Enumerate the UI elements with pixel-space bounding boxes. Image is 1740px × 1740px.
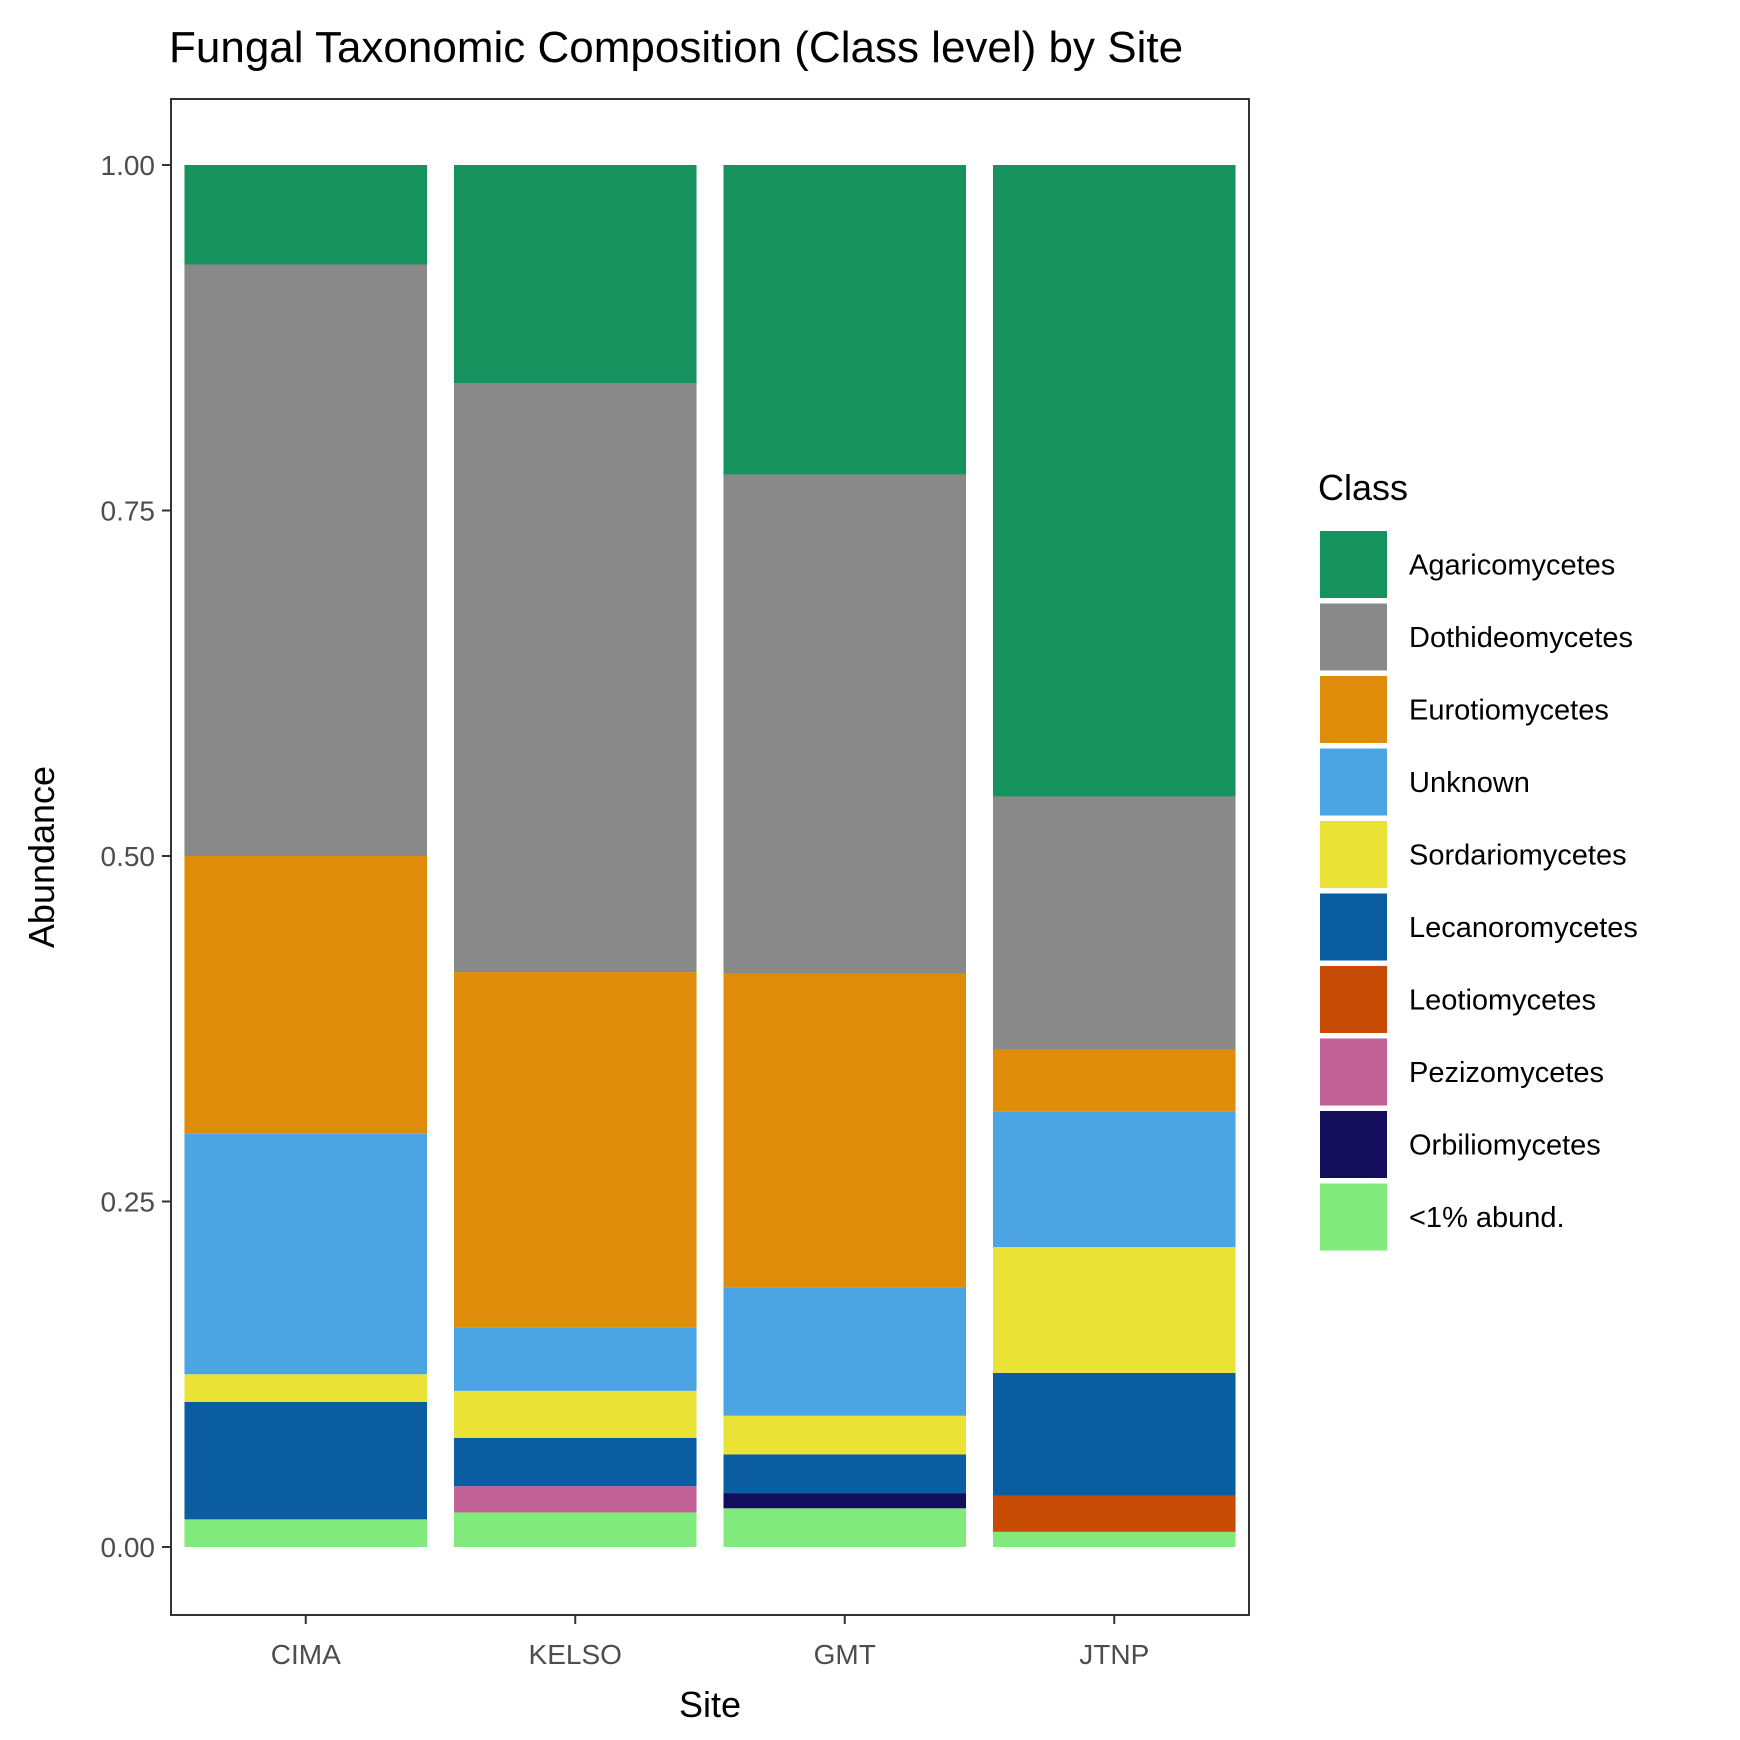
bar-segment-kelso-unknown — [453, 1327, 697, 1391]
bar-segment-gmt-orbiliomycetes — [723, 1493, 967, 1509]
legend-label: Leotiomycetes — [1409, 985, 1596, 1017]
chart-title: Fungal Taxonomic Composition (Class leve… — [169, 23, 1183, 72]
x-tick-label: JTNP — [1079, 1639, 1149, 1670]
y-tick-label: 0.00 — [101, 1532, 156, 1563]
bar-segment-cima-sordariomycetes — [184, 1374, 428, 1402]
legend-label: Eurotiomycetes — [1409, 695, 1609, 727]
legend-label: Lecanoromycetes — [1409, 912, 1638, 944]
bar-segment-kelso-dothideomycetes — [453, 383, 697, 973]
bar-segment-gmt-eurotiomycetes — [723, 973, 967, 1288]
bar-segment-jtnp-dothideomycetes — [992, 796, 1236, 1050]
x-axis-title: Site — [679, 1684, 741, 1725]
y-axis-title: Abundance — [21, 766, 62, 948]
bar-segment-gmt-sordariomycetes — [723, 1415, 967, 1455]
bar-segment-cima-unknown — [184, 1133, 428, 1375]
legend-key-unknown — [1320, 748, 1387, 816]
legend-key-eurotiomycetes — [1320, 676, 1387, 743]
bar-segment-jtnp-eurotiomycetes — [992, 1049, 1236, 1112]
bar-segment-kelso-1-abund — [453, 1512, 697, 1547]
bar-segment-kelso-lecanoromycetes — [453, 1437, 697, 1487]
legend-label: Sordariomycetes — [1409, 840, 1627, 872]
legend-key-agaricomycetes — [1320, 531, 1387, 598]
x-tick-label: KELSO — [529, 1639, 622, 1670]
legend-label: Unknown — [1409, 767, 1530, 799]
y-tick-label: 0.75 — [101, 496, 156, 527]
bar-segment-kelso-pezizomycetes — [453, 1486, 697, 1513]
legend-label: Agaricomycetes — [1409, 550, 1615, 582]
legend-key-sordariomycetes — [1320, 821, 1387, 888]
bar-segment-cima-agaricomycetes — [184, 165, 428, 265]
legend: Class Agaricomycetes Dothideomycetes Eurot… — [1318, 467, 1638, 1251]
legend-key-dothideomycetes — [1320, 603, 1387, 671]
y-axis: 0.00 0.25 0.50 0.75 1.00 — [101, 150, 171, 1563]
bar-segment-jtnp-sordariomycetes — [992, 1247, 1236, 1373]
bar-segment-kelso-eurotiomycetes — [453, 972, 697, 1328]
bar-segment-gmt-agaricomycetes — [723, 165, 967, 475]
legend-label: <1% abund. — [1409, 1202, 1565, 1234]
bar-segment-gmt-1-abund — [723, 1508, 967, 1547]
bar-segment-kelso-agaricomycetes — [453, 165, 697, 384]
x-axis: CIMA KELSO GMT JTNP — [271, 1615, 1149, 1670]
bar-segment-jtnp-lecanoromycetes — [992, 1372, 1236, 1496]
y-tick-label: 1.00 — [101, 150, 156, 181]
bar-segment-kelso-sordariomycetes — [453, 1390, 697, 1438]
bars-layer — [184, 165, 1236, 1547]
legend-label: Pezizomycetes — [1409, 1057, 1604, 1089]
legend-label: Dothideomycetes — [1409, 622, 1633, 654]
x-tick-label: GMT — [814, 1639, 876, 1670]
bar-segment-gmt-dothideomycetes — [723, 474, 967, 974]
legend-title: Class — [1318, 467, 1408, 508]
bar-segment-gmt-lecanoromycetes — [723, 1454, 967, 1494]
x-tick-label: CIMA — [271, 1639, 341, 1670]
legend-key-pezizomycetes — [1320, 1038, 1387, 1106]
bar-segment-jtnp-unknown — [992, 1111, 1236, 1248]
bar-segment-jtnp-leotiomycetes — [992, 1495, 1236, 1532]
y-tick-label: 0.50 — [101, 841, 156, 872]
legend-label: Orbiliomycetes — [1409, 1130, 1601, 1162]
bar-segment-cima-1-abund — [184, 1519, 428, 1547]
bar-segment-jtnp-agaricomycetes — [992, 165, 1236, 797]
legend-key-leotiomycetes — [1320, 966, 1387, 1033]
bar-segment-cima-lecanoromycetes — [184, 1401, 428, 1520]
legend-key-orbiliomycetes — [1320, 1111, 1387, 1178]
bar-segment-cima-dothideomycetes — [184, 264, 428, 856]
bar-segment-cima-eurotiomycetes — [184, 856, 428, 1134]
bar-segment-jtnp-1-abund — [992, 1531, 1236, 1547]
legend-key-lecanoromycetes — [1320, 893, 1387, 961]
legend-key-1-abund — [1320, 1183, 1387, 1251]
y-tick-label: 0.25 — [101, 1187, 156, 1218]
bar-segment-gmt-unknown — [723, 1287, 967, 1416]
